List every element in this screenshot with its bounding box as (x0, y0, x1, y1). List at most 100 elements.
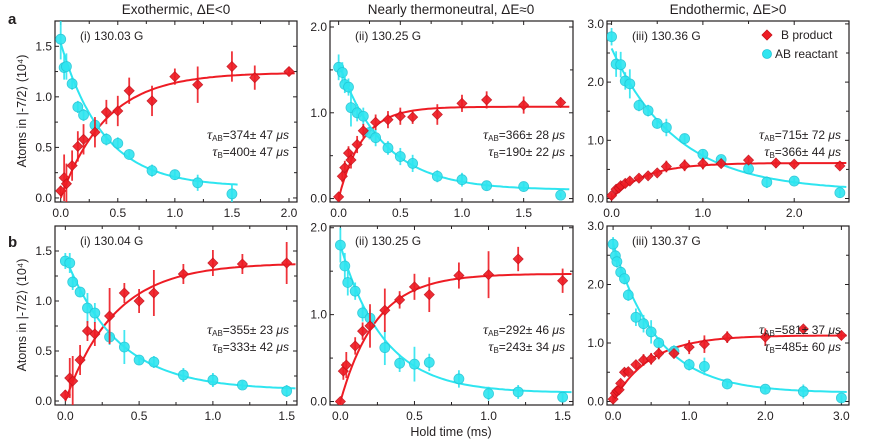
data-point-ab-reactant (357, 110, 369, 122)
y-tick-label: 0.0 (587, 394, 604, 408)
data-point-b-product (339, 162, 351, 174)
data-point-b-product (340, 359, 352, 371)
data-point-b-product (146, 95, 158, 107)
x-axis-label: Hold time (ms) (410, 425, 491, 439)
plot-frame (606, 225, 850, 406)
data-point-b-product (512, 253, 524, 265)
data-point-b-product (100, 106, 112, 118)
x-tick-label: 0.5 (406, 409, 423, 423)
y-axis-label-b: Atoms in |-7/2⟩ (10⁴) (15, 259, 29, 372)
data-point-b-product (622, 366, 634, 378)
y-tick-label: 2.0 (310, 20, 327, 34)
data-point-ab-reactant (622, 289, 634, 301)
data-point-b-product (345, 154, 357, 166)
data-point-b-product (759, 331, 771, 343)
plot-frame (54, 20, 298, 203)
data-point-b-product (481, 94, 493, 106)
data-point-ab-reactant (409, 358, 420, 370)
data-point-b-product (123, 85, 135, 97)
tau-ab-annotation: τAB=366± 28 μs (483, 128, 565, 143)
data-point-b-product (379, 304, 391, 316)
x-tick-label: 0.0 (330, 206, 347, 220)
data-point-b-product (169, 71, 181, 83)
data-point-ab-reactant (177, 369, 189, 381)
data-point-ab-reactant (394, 357, 406, 369)
data-point-ab-reactant (642, 105, 654, 117)
data-point-ab-reactant (797, 386, 809, 397)
data-point-b-product (364, 320, 376, 332)
data-point-b-product (281, 257, 293, 269)
tau-b-annotation: τB=333± 42 μs (212, 340, 289, 355)
data-point-b-product (797, 323, 809, 335)
y-tick-label: 0.0 (310, 192, 327, 206)
data-point-b-product (668, 347, 680, 360)
data-point-b-product (60, 178, 72, 190)
data-point-b-product (283, 65, 295, 78)
plot-frame (329, 20, 574, 203)
y-tick-label: 1.0 (310, 106, 327, 120)
y-tick-label: 1.0 (587, 336, 604, 350)
data-point-ab-reactant (133, 354, 145, 366)
data-point-b-product (423, 289, 435, 301)
data-point-ab-reactant (651, 118, 663, 129)
y-tick-label: 2.0 (587, 75, 604, 89)
data-point-b-product (148, 287, 160, 299)
data-point-b-product (226, 60, 238, 73)
data-point-b-product (721, 331, 733, 343)
data-point-b-product (333, 191, 345, 202)
data-point-ab-reactant (453, 373, 465, 385)
y-tick-label: 3.0 (587, 17, 604, 31)
data-point-b-product (408, 281, 421, 293)
data-point-b-product (112, 105, 124, 117)
data-point-ab-reactant (82, 302, 93, 314)
data-point-ab-reactant (148, 356, 160, 368)
data-point-ab-reactant (370, 132, 382, 144)
data-point-ab-reactant (423, 357, 435, 368)
data-point-ab-reactant (630, 311, 642, 323)
data-point-ab-reactant (281, 385, 293, 397)
x-tick-label: 3.0 (833, 409, 850, 423)
data-point-ab-reactant (633, 99, 645, 111)
data-point-b-product (715, 158, 727, 170)
data-point-ab-reactant (342, 277, 354, 288)
panel-a-i: 0.0 0.5 1.0 1.5 2.0 0.0 0.5 1.0 1.5 (i) 130.03 G τ… (35, 20, 298, 220)
panel-b-i: 0.0 0.5 1.0 1.5 0.0 0.5 1.0 1.5 (i) 130.04 G τAB=… (35, 225, 298, 423)
y-tick-label: 0.0 (310, 395, 327, 409)
data-point-ab-reactant (64, 257, 76, 269)
row-label-a: a (8, 11, 17, 28)
data-point-ab-reactant (382, 142, 394, 154)
data-point-ab-reactant (169, 169, 181, 181)
data-point-b-product (357, 325, 369, 337)
fit-curve-ab-reactant (612, 243, 847, 393)
y-tick-label: 1.0 (587, 133, 604, 147)
data-point-b-product (835, 329, 847, 341)
y-tick-label: 0.0 (587, 192, 604, 206)
x-tick-label: 0.5 (109, 206, 126, 220)
data-point-b-product (698, 338, 710, 350)
data-point-ab-reactant (759, 383, 771, 395)
data-point-b-product (653, 347, 665, 360)
data-point-ab-reactant (226, 188, 238, 200)
data-point-b-product (133, 295, 145, 307)
column-title-endothermic: Endothermic, ΔE>0 (670, 2, 787, 17)
data-point-ab-reactant (72, 101, 84, 113)
data-point-ab-reactant (615, 59, 627, 71)
data-point-b-product (394, 110, 406, 122)
data-point-ab-reactant (357, 307, 368, 319)
y-tick-label: 1.0 (35, 90, 52, 104)
data-point-b-product (336, 170, 348, 182)
y-tick-label: 2.0 (587, 277, 604, 291)
data-point-ab-reactant (78, 109, 89, 121)
data-point-ab-reactant (483, 388, 494, 400)
legend-marker-b-product (761, 29, 773, 41)
data-point-ab-reactant (660, 122, 672, 133)
data-point-ab-reactant (624, 78, 636, 90)
panel-label: (iii) 130.36 G (632, 29, 701, 43)
fit-curve-ab-reactant (337, 62, 570, 191)
fit-curve-ab-reactant (610, 47, 847, 188)
data-point-ab-reactant (394, 151, 406, 162)
data-point-b-product (351, 138, 363, 151)
legend-label-ab-reactant: AB reactant (775, 47, 838, 61)
data-point-b-product (660, 160, 672, 173)
tau-ab-annotation: τAB=581± 37 μs (759, 323, 841, 338)
